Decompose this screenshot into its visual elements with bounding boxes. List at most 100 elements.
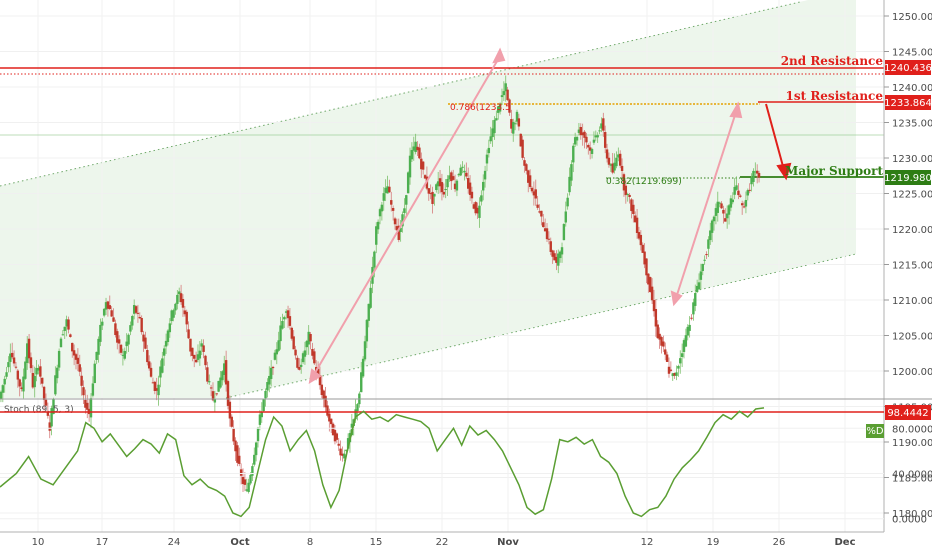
- candle-body: [515, 111, 519, 122]
- candle-body: [658, 333, 661, 340]
- candle-body: [534, 189, 537, 199]
- candle-body: [470, 191, 474, 199]
- candle-body: [316, 368, 320, 377]
- candle-body: [243, 479, 247, 485]
- candle-body: [91, 383, 95, 396]
- candle-body: [330, 418, 333, 425]
- candle-body: [299, 364, 303, 367]
- candle-body: [583, 131, 586, 138]
- candle-body: [675, 372, 678, 376]
- candle-body: [688, 324, 691, 331]
- candle-body: [20, 387, 23, 390]
- candle-body: [637, 232, 641, 239]
- candle-body: [138, 316, 142, 319]
- support-tag-bg: [885, 170, 931, 185]
- candle-body: [558, 251, 562, 259]
- candle-body: [223, 363, 226, 376]
- candle-body: [754, 171, 757, 173]
- candle-body: [594, 135, 598, 138]
- candle-body: [480, 195, 483, 202]
- candle-body: [31, 373, 35, 388]
- candle-body: [254, 442, 258, 456]
- candle-body: [695, 285, 699, 293]
- candle-body: [149, 367, 153, 377]
- candle-body: [590, 149, 594, 154]
- candle-body: [104, 302, 108, 310]
- candle-body: [9, 353, 12, 362]
- candle-body: [650, 286, 654, 301]
- time-tick-label: 19: [707, 537, 720, 548]
- candle-body: [142, 334, 145, 342]
- channel-fill: [0, 0, 856, 398]
- candle-body: [654, 309, 658, 327]
- candle-body: [187, 329, 190, 339]
- candle-body: [703, 259, 706, 261]
- candle-body: [365, 319, 369, 342]
- candle-body: [72, 350, 76, 356]
- price-tick-label: 1240.000: [892, 83, 932, 94]
- candle-body: [468, 182, 472, 195]
- candle-body: [508, 99, 511, 113]
- candle-body: [245, 489, 248, 491]
- time-tick-label: 15: [370, 537, 383, 548]
- candle-body: [579, 126, 582, 136]
- support-tag: 1219.980: [884, 173, 932, 184]
- candle-body: [596, 135, 599, 138]
- candle-body: [369, 287, 372, 308]
- candle-body: [472, 204, 476, 209]
- price-tick-label: 1250.000: [892, 12, 932, 23]
- candle-body: [328, 413, 331, 422]
- candle-body: [181, 299, 185, 308]
- time-tick-label: 17: [96, 537, 109, 548]
- candle-body: [699, 271, 703, 280]
- candle-body: [744, 199, 748, 207]
- candle-body: [690, 317, 693, 319]
- candle-body: [588, 147, 592, 151]
- candle-body: [746, 190, 750, 196]
- candle-body: [632, 204, 635, 214]
- support-label: Major Support: [785, 164, 883, 178]
- candle-body: [176, 294, 179, 304]
- candle-body: [147, 361, 151, 369]
- candle-body: [453, 183, 457, 190]
- candle-body: [502, 91, 506, 96]
- resistance-1-tag: 1233.864: [884, 98, 932, 109]
- candle-body: [343, 453, 346, 459]
- candle-body: [476, 207, 479, 214]
- candle-body: [200, 343, 203, 347]
- candle-body: [716, 201, 719, 213]
- candle-body: [412, 146, 415, 151]
- candle-body: [543, 228, 547, 232]
- candle-body: [294, 349, 297, 356]
- candle-body: [249, 474, 252, 484]
- fib-786-label: 0.786(1233.5: [450, 103, 511, 113]
- price-tick-label: 1235.000: [892, 119, 932, 130]
- stoch-axis-ticks: 80.0000 40.0000 0.0000: [892, 424, 932, 525]
- candle-body: [463, 170, 466, 173]
- candle-body: [322, 390, 325, 400]
- candle-body: [613, 162, 616, 171]
- candle-body: [331, 423, 335, 436]
- candle-body: [504, 83, 507, 92]
- resistance-2-tag: 1240.436: [884, 63, 932, 74]
- candle-body: [337, 443, 340, 446]
- candle-body: [185, 311, 188, 325]
- candle-body: [448, 175, 451, 180]
- candle-body: [296, 357, 299, 368]
- time-tick-label: Nov: [497, 537, 519, 548]
- price-tick-label: 1185.000: [892, 474, 932, 485]
- candle-body: [202, 345, 205, 352]
- candle-body: [408, 155, 412, 178]
- candle-body: [123, 350, 126, 359]
- candle-body: [450, 172, 453, 182]
- candle-body: [414, 141, 417, 153]
- candle-body: [667, 366, 671, 374]
- candle-body: [189, 338, 192, 352]
- candle-body: [116, 331, 119, 343]
- candle-body: [61, 334, 65, 336]
- candle-body: [71, 342, 74, 352]
- candle-body: [146, 350, 149, 363]
- candle-body: [540, 210, 543, 217]
- candle-body: [106, 301, 110, 309]
